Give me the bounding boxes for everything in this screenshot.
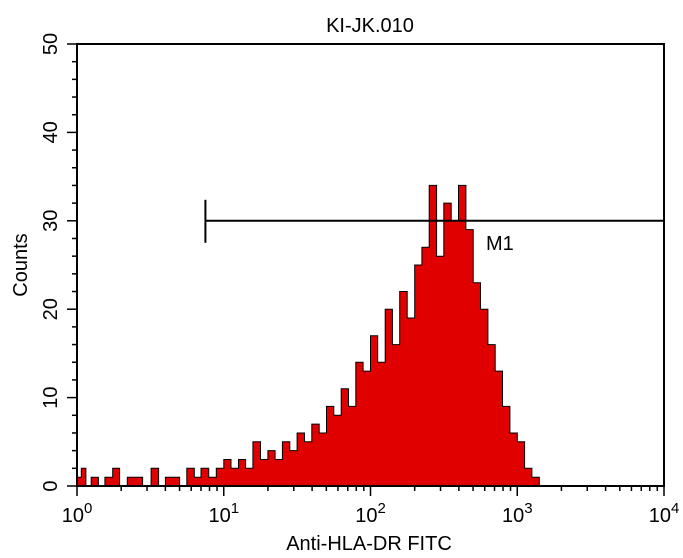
chart-title: KI-JK.010 xyxy=(326,15,414,37)
y-tick-label: 40 xyxy=(40,121,62,143)
x-tick-label: 104 xyxy=(649,500,680,527)
y-tick-label: 50 xyxy=(40,33,62,55)
y-axis-label: Counts xyxy=(10,233,32,296)
plot-area: 0 10 20 30 40 50 100 101 102 103 104 M1 xyxy=(40,33,679,527)
y-tick-label: 0 xyxy=(40,480,62,491)
x-tick-label: 102 xyxy=(355,500,386,527)
histogram-area xyxy=(76,184,543,487)
marker-m1-label: M1 xyxy=(486,233,514,255)
y-tick-label: 10 xyxy=(40,386,62,408)
x-tick-label: 103 xyxy=(502,500,533,527)
x-tick-label: 101 xyxy=(208,500,239,527)
y-tick-label: 20 xyxy=(40,298,62,320)
y-tick-label: 30 xyxy=(40,210,62,232)
x-tick-label: 100 xyxy=(62,500,93,527)
x-axis-label: Anti-HLA-DR FITC xyxy=(286,533,452,553)
